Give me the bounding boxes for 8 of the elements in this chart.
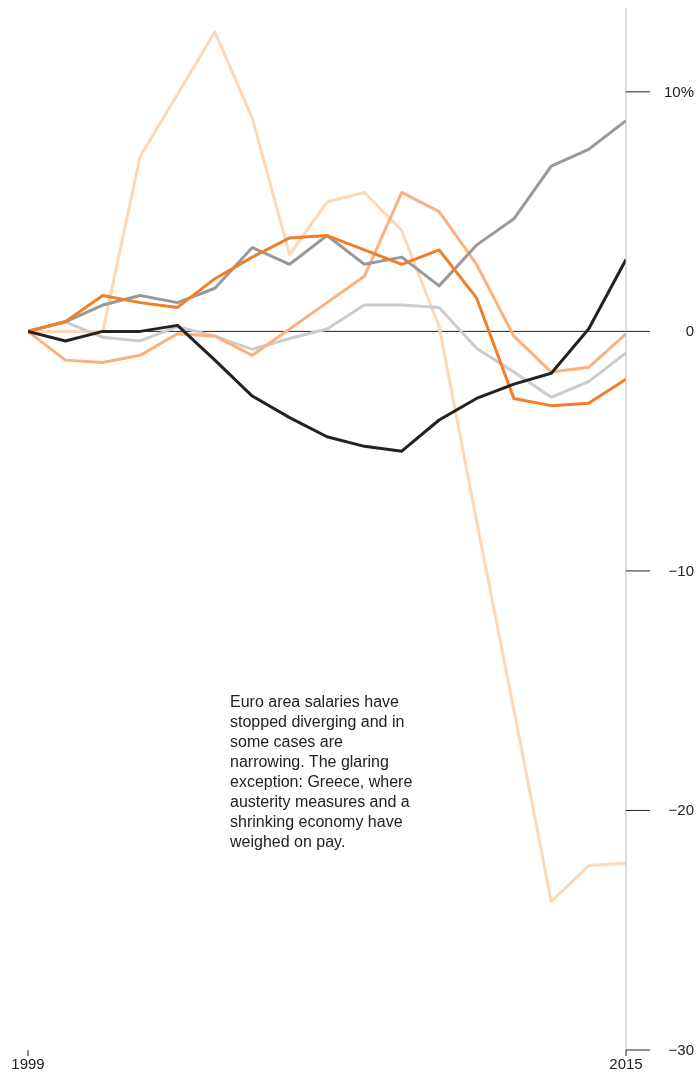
y-tick-label: −30 — [668, 1041, 694, 1058]
x-tick-label: 2015 — [609, 1054, 643, 1072]
y-tick-label: 0 — [685, 322, 694, 340]
y-tick-label: −10 — [668, 561, 694, 579]
y-tick-label: 10% — [663, 82, 694, 100]
y-tick-label: −20 — [668, 801, 694, 819]
annotation: Euro area salaries have stopped diverging and in some cases are narrowing. The glaring exception: Greece, where austerity measures and a shrinking economy have weighed on pay. — [230, 692, 414, 852]
x-tick-label: 1999 — [11, 1054, 45, 1072]
